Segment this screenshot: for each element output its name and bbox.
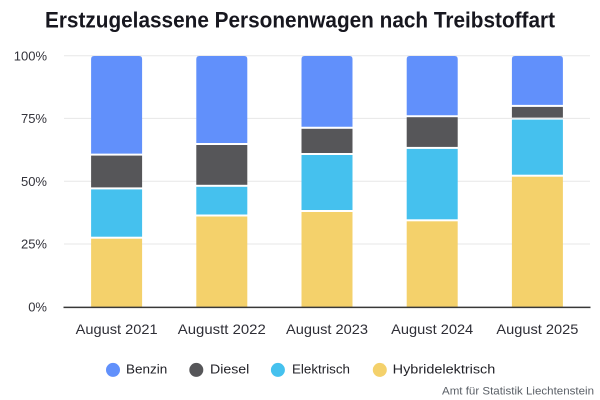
svg-text:25%: 25% xyxy=(21,237,47,252)
svg-text:Elektrisch: Elektrisch xyxy=(292,361,350,376)
svg-text:Hybridelektrisch: Hybridelektrisch xyxy=(393,361,496,376)
svg-text:Augustt 2022: Augustt 2022 xyxy=(178,322,266,337)
svg-text:50%: 50% xyxy=(21,174,47,189)
svg-text:Diesel: Diesel xyxy=(210,361,249,376)
svg-text:August 2021: August 2021 xyxy=(76,322,158,337)
svg-text:August 2024: August 2024 xyxy=(391,322,473,337)
svg-text:Erstzugelassene Personenwagen: Erstzugelassene Personenwagen nach Treib… xyxy=(45,8,555,33)
svg-text:75%: 75% xyxy=(21,111,47,126)
svg-text:0%: 0% xyxy=(28,300,47,315)
svg-text:August 2023: August 2023 xyxy=(286,322,368,337)
svg-text:Amt für Statistik Liechtenstei: Amt für Statistik Liechtenstein xyxy=(442,386,594,398)
svg-text:100%: 100% xyxy=(14,48,48,63)
svg-text:August 2025: August 2025 xyxy=(496,322,578,337)
svg-text:Benzin: Benzin xyxy=(126,361,167,376)
